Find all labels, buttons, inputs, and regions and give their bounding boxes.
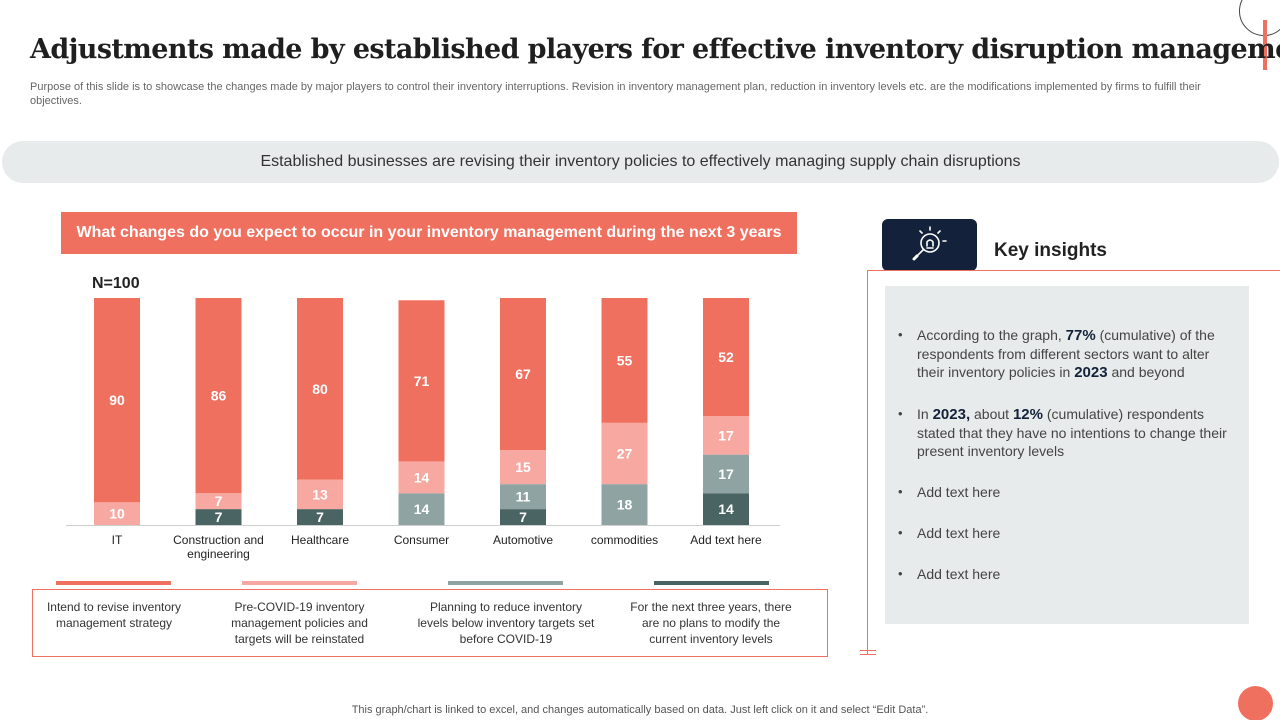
bar-segment[interactable] bbox=[398, 300, 445, 462]
bar-segment[interactable] bbox=[94, 298, 140, 503]
bar-segment[interactable] bbox=[398, 493, 445, 525]
decorative-accent-bar bbox=[1263, 20, 1267, 70]
insight-item-placeholder[interactable]: Add text here bbox=[898, 483, 1234, 501]
bar-segment[interactable] bbox=[297, 509, 343, 525]
insight-item: According to the graph, 77% (cumulative)… bbox=[898, 326, 1234, 382]
bar-segment[interactable] bbox=[500, 484, 546, 510]
insight-highlight: 77% bbox=[1065, 327, 1096, 344]
bar-value-label: 52 bbox=[718, 349, 734, 365]
bar-segment[interactable] bbox=[601, 298, 648, 423]
decorative-dot bbox=[1238, 686, 1273, 720]
page-subtitle: Purpose of this slide is to showcase the… bbox=[30, 81, 1201, 107]
bar-value-label: 90 bbox=[109, 392, 125, 408]
bar-segment[interactable] bbox=[601, 484, 648, 525]
bar-segment[interactable] bbox=[195, 298, 242, 494]
legend-swatch-no-change bbox=[654, 581, 769, 585]
legend-label-revise: Intend to revise inventory management st… bbox=[46, 600, 182, 630]
bar-value-label: 15 bbox=[515, 459, 531, 475]
footer-note: This graph/chart is linked to excel, and… bbox=[351, 704, 929, 716]
bar-segment[interactable] bbox=[195, 509, 242, 525]
summary-banner-text: Established businesses are revising thei… bbox=[260, 153, 1021, 170]
bar-segment[interactable] bbox=[601, 422, 648, 485]
legend-label-reinstate: Pre-COVID-19 inventory management polici… bbox=[231, 600, 368, 646]
bar-value-label: 14 bbox=[414, 501, 430, 517]
bar-value-label: 7 bbox=[519, 509, 527, 525]
bar-value-label: 7 bbox=[215, 509, 223, 525]
bar-value-label: 7 bbox=[316, 509, 324, 525]
bar-segment[interactable] bbox=[195, 493, 242, 510]
bar-segment[interactable] bbox=[500, 298, 546, 451]
lightbulb-magnifier-icon bbox=[882, 219, 977, 271]
summary-banner: Established businesses are revising thei… bbox=[2, 141, 1279, 183]
bar-segment[interactable] bbox=[297, 479, 343, 510]
x-tick-label: engineering bbox=[187, 547, 250, 561]
x-tick-label: Consumer bbox=[394, 533, 449, 547]
frame-tick bbox=[860, 654, 876, 655]
insight-highlight: 12% bbox=[1012, 406, 1043, 423]
insights-list: According to the graph, 77% (cumulative)… bbox=[898, 326, 1234, 606]
bar-value-label: 18 bbox=[617, 497, 633, 513]
bar-value-label: 13 bbox=[312, 486, 328, 502]
legend-swatch-reinstate bbox=[242, 581, 357, 585]
x-tick-label: Healthcare bbox=[291, 533, 349, 547]
bar-value-label: 67 bbox=[515, 366, 531, 382]
bar-segment[interactable] bbox=[398, 461, 445, 494]
key-insights-title: Key insights bbox=[994, 240, 1107, 261]
x-tick-label: Automotive bbox=[493, 533, 553, 547]
legend-label-reduce: Planning to reduce inventory levels belo… bbox=[417, 600, 595, 646]
bar-segment[interactable] bbox=[703, 493, 749, 525]
chart-title: What changes do you expect to occur in y… bbox=[76, 224, 782, 241]
decorative-circle bbox=[1239, 0, 1280, 36]
bar-segment[interactable] bbox=[703, 454, 749, 494]
bar-value-label: 14 bbox=[414, 469, 430, 485]
bar-value-label: 71 bbox=[414, 373, 430, 389]
frame-tick bbox=[860, 650, 876, 651]
bar-value-label: 86 bbox=[211, 388, 227, 404]
bar-segment[interactable] bbox=[500, 450, 546, 485]
chart-title-box: What changes do you expect to occur in y… bbox=[61, 212, 797, 254]
x-tick-label: Add text here bbox=[690, 533, 762, 547]
bar-value-label: 10 bbox=[109, 506, 125, 522]
bar-value-label: 55 bbox=[617, 352, 633, 368]
bar-segment[interactable] bbox=[703, 416, 749, 455]
x-tick-label: commodities bbox=[591, 533, 658, 547]
bar-value-label: 27 bbox=[617, 445, 633, 461]
x-tick-label: Construction and bbox=[173, 533, 264, 547]
insight-highlight: 2023, bbox=[932, 406, 971, 423]
bar-value-label: 14 bbox=[718, 501, 734, 517]
legend-swatch-reduce bbox=[448, 581, 563, 585]
page-title: Adjustments made by established players … bbox=[30, 34, 1280, 65]
bar-value-label: 80 bbox=[312, 381, 328, 397]
bar-value-label: 7 bbox=[215, 493, 223, 509]
bar-value-label: 17 bbox=[718, 466, 734, 482]
insight-highlight: 2023 bbox=[1074, 364, 1108, 381]
bar-value-label: 17 bbox=[718, 427, 734, 443]
bar-segment[interactable] bbox=[703, 298, 749, 417]
insights-frame bbox=[867, 270, 1280, 655]
bar-segment[interactable] bbox=[500, 509, 546, 525]
legend-label-no-change: For the next three years, there are no p… bbox=[630, 600, 792, 646]
legend-box bbox=[32, 589, 828, 657]
bar-segment[interactable] bbox=[297, 298, 343, 480]
bar-value-label: 11 bbox=[516, 489, 531, 505]
legend-swatch-revise bbox=[56, 581, 171, 585]
insight-item-placeholder[interactable]: Add text here bbox=[898, 565, 1234, 583]
bar-segment[interactable] bbox=[94, 502, 140, 525]
x-tick-label: IT bbox=[112, 533, 123, 547]
sample-size-label: N=100 bbox=[92, 275, 140, 292]
insight-item-placeholder[interactable]: Add text here bbox=[898, 524, 1234, 542]
insight-item: In 2023, about 12% (cumulative) responde… bbox=[898, 405, 1234, 460]
